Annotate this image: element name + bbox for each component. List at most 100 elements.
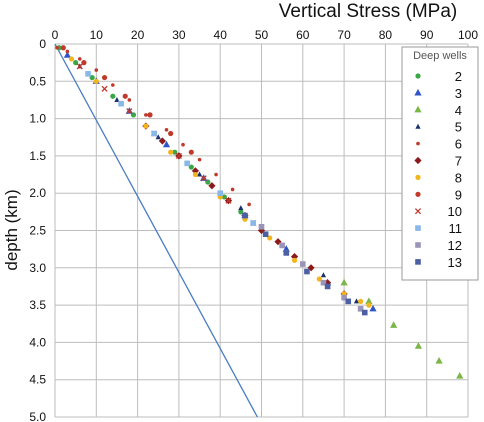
legend-label-well-8: 8 [455, 170, 462, 185]
y-tick-label: 2.0 [29, 186, 46, 200]
legend-marker-well-7 [414, 156, 422, 165]
legend-label-well-11: 11 [449, 221, 463, 236]
data-point-well-8 [316, 276, 322, 282]
legend-label-well-13: 13 [448, 255, 462, 270]
legend-label-well-3: 3 [455, 86, 462, 101]
legend-box [401, 46, 479, 281]
y-tick-label: 4.0 [29, 335, 46, 349]
data-point-well-3 [162, 140, 171, 148]
data-point-well-6 [230, 187, 235, 192]
data-point-well-5 [114, 96, 120, 102]
x-tick-label: 20 [131, 28, 145, 42]
x-tick-label: 80 [379, 28, 393, 42]
x-tick-label: 70 [337, 28, 351, 42]
data-point-well-11 [250, 220, 257, 226]
y-tick-label: 5.0 [29, 410, 46, 422]
data-point-well-8 [143, 123, 149, 129]
data-point-well-8 [358, 298, 364, 304]
x-tick-label: 0 [52, 28, 59, 42]
y-tick-label: 2.5 [29, 224, 46, 238]
legend-marker-well-12 [415, 242, 421, 248]
data-point-well-12 [300, 261, 306, 267]
data-point-well-8 [192, 171, 199, 178]
data-point-well-5 [196, 171, 203, 177]
y-tick-label: 1.5 [29, 149, 46, 163]
data-point-well-4 [414, 342, 423, 349]
data-point-well-12 [320, 279, 327, 286]
data-point-well-4 [340, 278, 348, 286]
legend-label-well-6: 6 [455, 137, 462, 152]
data-point-well-9 [122, 93, 128, 99]
data-point-well-10-stroke [225, 197, 232, 204]
x-tick-label: 50 [255, 28, 269, 42]
data-point-well-9 [147, 112, 153, 118]
legend-marker-well-11 [415, 225, 421, 231]
data-point-well-11 [217, 190, 223, 196]
data-point-well-4 [365, 297, 373, 304]
data-point-well-5 [353, 298, 360, 304]
data-point-well-10 [101, 85, 108, 92]
data-point-well-10-stroke [200, 175, 207, 182]
y-tick-label: 1.0 [29, 112, 46, 126]
data-point-well-7 [191, 167, 200, 175]
data-point-well-4 [456, 371, 464, 379]
data-point-well-9 [168, 130, 174, 137]
data-point-well-9 [188, 149, 194, 155]
data-point-well-7 [290, 253, 299, 261]
y-tick-label: 0.5 [29, 74, 46, 88]
legend-label-well-2: 2 [455, 69, 462, 84]
data-point-well-8 [267, 235, 273, 241]
legend-label-well-4: 4 [455, 103, 462, 118]
data-point-well-2 [172, 149, 178, 155]
data-point-well-11 [151, 130, 157, 137]
data-point-well-5 [155, 134, 161, 140]
x-tick-label: 40 [214, 28, 228, 42]
data-point-well-3 [63, 51, 71, 58]
data-point-well-7 [323, 279, 332, 287]
data-point-well-6 [164, 127, 169, 132]
data-point-well-8 [291, 257, 298, 263]
y-tick-label: 3.0 [29, 261, 46, 275]
data-point-well-10-stroke [175, 152, 182, 159]
data-point-well-10-stroke [101, 85, 108, 92]
x-tick-labels: 0 10 20 30 40 50 60 70 80 90 100 [52, 28, 479, 42]
legend-label-well-9: 9 [455, 187, 462, 202]
data-point-well-6 [77, 57, 82, 61]
data-point-well-6 [94, 68, 99, 72]
data-point-well-13 [242, 212, 248, 219]
data-point-well-7 [274, 238, 282, 246]
data-point-well-6 [111, 83, 115, 87]
data-point-well-12 [357, 306, 364, 312]
data-point-well-2 [221, 194, 227, 200]
data-point-well-12 [341, 294, 347, 301]
data-point-well-9 [60, 45, 66, 51]
data-point-well-2 [188, 164, 194, 170]
data-point-well-13 [345, 298, 352, 305]
data-point-well-13 [304, 268, 310, 275]
data-point-well-12 [279, 242, 285, 249]
data-point-well-11 [118, 100, 124, 107]
y-tick-label: 0 [39, 37, 46, 51]
data-point-well-13 [361, 309, 368, 316]
data-point-well-3 [369, 304, 377, 312]
legend-items: 2 3 4 5 6 78 9 10 11 12 13 [414, 69, 462, 270]
y-tick-label: 3.5 [29, 298, 46, 312]
x-tick-label: 100 [458, 28, 478, 42]
data-point-well-10 [126, 108, 133, 115]
data-point-well-13 [283, 250, 290, 256]
legend-title: Deep wells [413, 50, 467, 62]
x-tick-label: 10 [90, 28, 104, 42]
data-point-well-6 [127, 98, 132, 102]
data-point-well-4 [390, 321, 398, 328]
data-point-well-6 [181, 142, 185, 147]
data-point-well-10-stroke [76, 63, 83, 70]
data-point-well-2 [73, 60, 79, 66]
legend-label-well-7: 7 [455, 154, 462, 169]
data-point-well-10-stroke [126, 108, 133, 115]
data-points [55, 45, 464, 379]
data-point-well-7 [208, 182, 216, 190]
data-point-well-10 [225, 197, 232, 204]
data-point-well-2 [238, 209, 244, 215]
data-point-well-4 [435, 357, 443, 364]
